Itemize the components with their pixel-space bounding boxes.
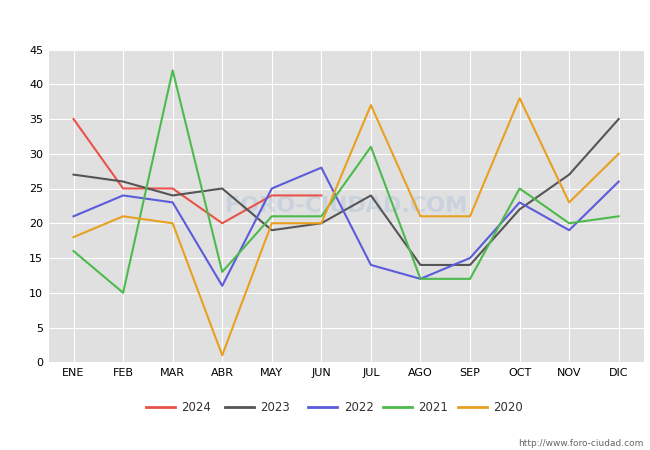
Text: FORO-CIUDAD.COM: FORO-CIUDAD.COM	[225, 196, 467, 216]
Text: Matriculaciones de Vehiculos en Gelves: Matriculaciones de Vehiculos en Gelves	[161, 18, 489, 36]
Text: 2024: 2024	[181, 401, 211, 414]
Text: 2021: 2021	[419, 401, 448, 414]
Text: http://www.foro-ciudad.com: http://www.foro-ciudad.com	[518, 439, 644, 448]
Text: 2020: 2020	[493, 401, 523, 414]
Text: 2023: 2023	[261, 401, 291, 414]
Text: 2022: 2022	[344, 401, 374, 414]
